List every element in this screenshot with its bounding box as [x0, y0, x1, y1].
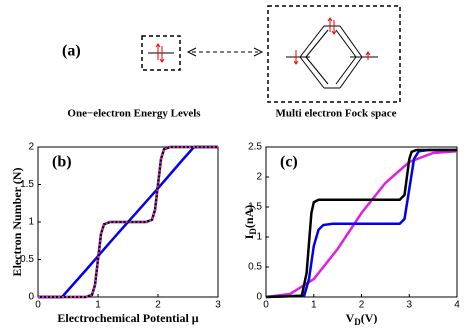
- x-axis-label: Electrochemical Potential μ: [57, 311, 198, 325]
- x-tick-label: 4: [454, 300, 460, 311]
- y-tick-label: 0.5: [248, 262, 262, 273]
- series-line: [265, 148, 457, 299]
- fock-graph: [286, 25, 378, 89]
- x-tick-label: 3: [406, 300, 412, 311]
- y-axis-label: Electron Number (N): [10, 168, 24, 277]
- y-tick-label: 1: [256, 232, 262, 243]
- series-line: [38, 146, 218, 298]
- spin-arrows: [155, 43, 165, 63]
- y-axis-label-main: I: [242, 234, 256, 239]
- x-axis-label: VD(V): [346, 311, 378, 327]
- series-line: [265, 148, 457, 299]
- fock-box: [267, 5, 401, 103]
- arrow-heads: [186, 47, 264, 57]
- x-tick-label: 3: [215, 300, 221, 311]
- x-tick-label: 0: [35, 300, 41, 311]
- x-axis-label-unit: (V): [361, 311, 378, 325]
- series-line: [38, 145, 218, 299]
- y-tick-label: 2: [256, 172, 262, 183]
- y-tick-label: 2: [28, 142, 34, 153]
- y-tick-label: 2.5: [248, 142, 262, 153]
- y-axis-label-unit: (nA): [242, 205, 256, 228]
- y-tick-label: 1.5: [20, 179, 34, 190]
- y-axis-label: ID(nA): [242, 205, 258, 240]
- panel-label: (b): [52, 154, 72, 171]
- x-axis-label-sub: D: [354, 317, 361, 327]
- spin-arrows: [293, 17, 371, 65]
- panel-label: (c): [280, 154, 298, 171]
- y-tick-label: 0.5: [20, 254, 34, 265]
- x-axis-label-main: V: [346, 311, 355, 325]
- y-axis-label-sub: D: [248, 228, 258, 235]
- x-tick-label: 1: [311, 300, 317, 311]
- y-tick-label: 0: [28, 292, 34, 303]
- x-tick-label: 0: [263, 300, 269, 311]
- caption: One−electron Energy Levels: [67, 108, 201, 120]
- y-tick-label: 1.5: [248, 202, 262, 213]
- level-box: [141, 35, 181, 71]
- series-line: [265, 149, 458, 299]
- panel-label: (a): [62, 43, 81, 60]
- y-tick-label: 1: [28, 217, 34, 228]
- x-tick-label: 2: [359, 300, 365, 311]
- x-tick-label: 2: [155, 300, 161, 311]
- caption: Multi electron Fock space: [275, 108, 396, 120]
- y-tick-label: 0: [256, 292, 262, 303]
- x-tick-label: 1: [95, 300, 101, 311]
